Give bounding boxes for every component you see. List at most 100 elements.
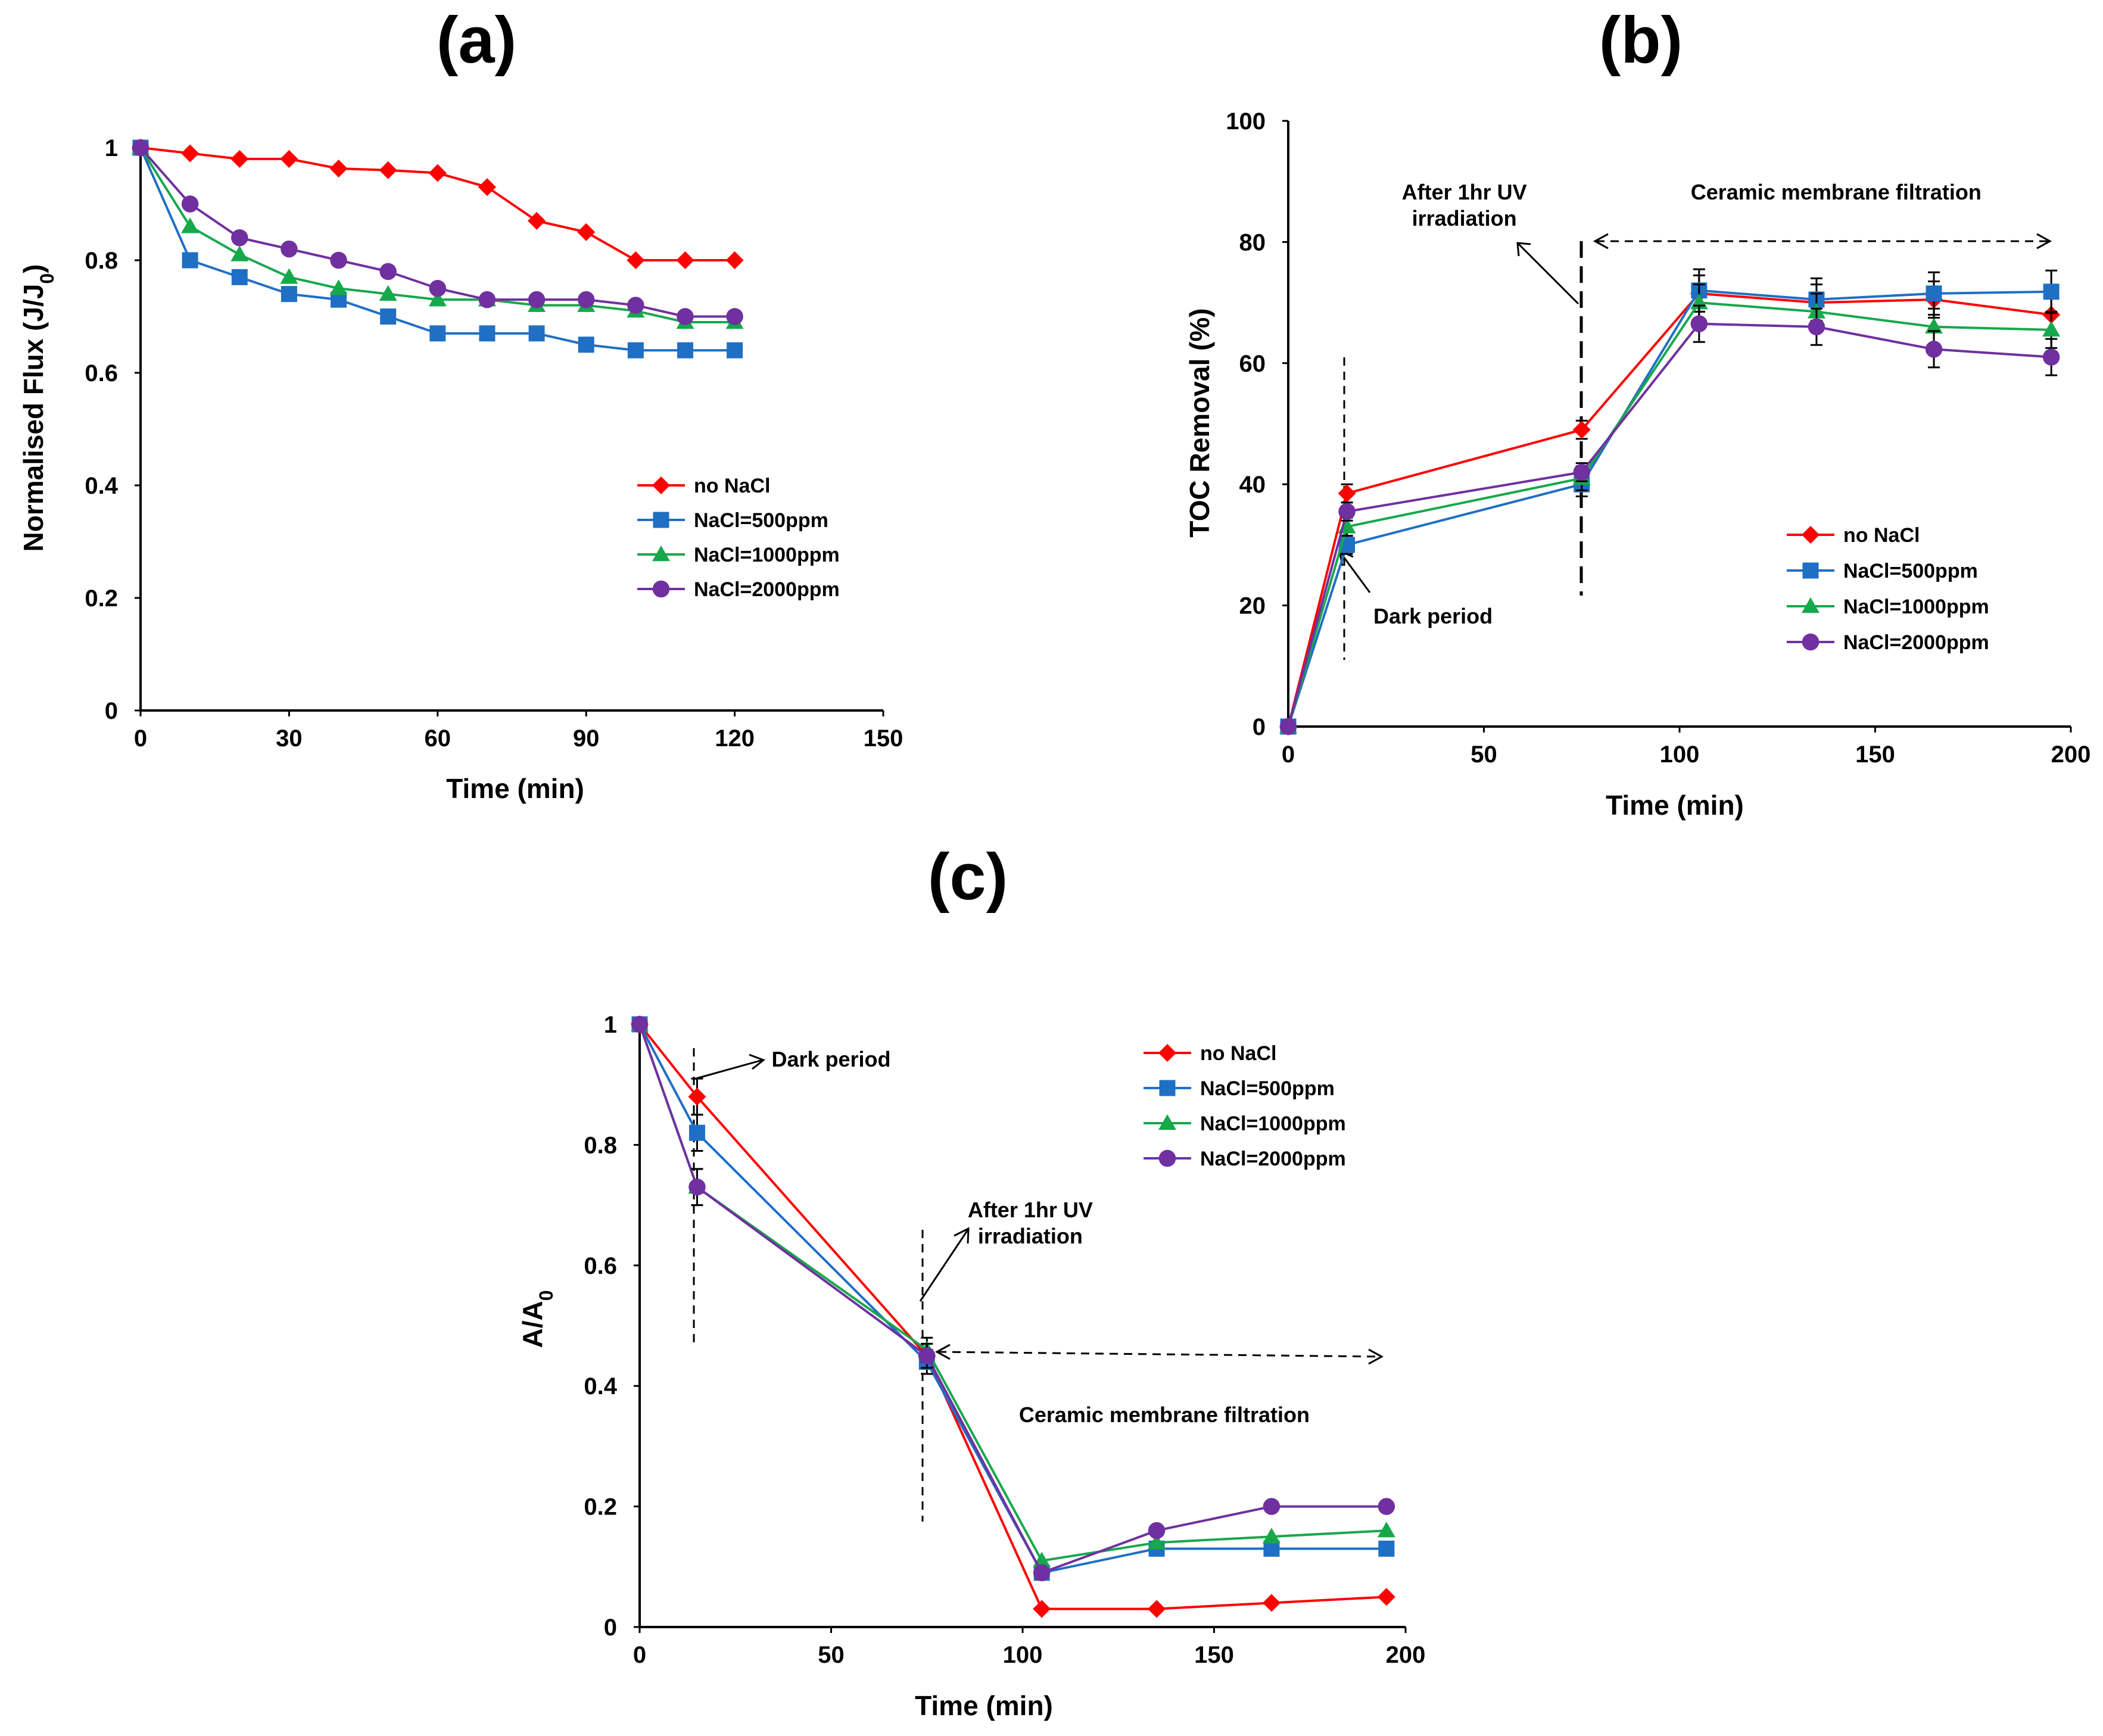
y-axis-title-a-tail: ) <box>18 264 49 273</box>
data-point <box>2043 283 2060 300</box>
data-point <box>230 245 249 261</box>
legend-item-nacl-2000ppm: NaCl=2000ppm <box>637 578 840 601</box>
legend-label: NaCl=2000ppm <box>1200 1148 1346 1170</box>
legend-item-nacl-500ppm: NaCl=500ppm <box>637 509 828 532</box>
y-tick-label: 1 <box>604 1012 617 1038</box>
data-point <box>1262 1528 1281 1544</box>
y-tick-label: 20 <box>1239 593 1266 619</box>
x-axis-title-b: Time (min) <box>1606 790 1744 821</box>
x-tick-label: 50 <box>818 1642 845 1668</box>
y-tick-label: 0.2 <box>85 585 118 612</box>
legend-label: no NaCl <box>1200 1042 1276 1065</box>
x-axis-title-a: Time (min) <box>446 773 584 804</box>
y-axis-title-c: A/A0 <box>517 1290 557 1348</box>
legend-swatch-marker <box>1158 1044 1176 1062</box>
data-point <box>688 1178 706 1196</box>
legend-item-no-nacl: no NaCl <box>637 475 770 497</box>
data-point <box>688 1124 705 1141</box>
legend-item-nacl-2000ppm: NaCl=2000ppm <box>1787 631 1989 654</box>
data-point <box>379 285 397 301</box>
data-point <box>428 291 447 307</box>
uv-arrow-c <box>919 1229 969 1302</box>
legend-swatch-marker <box>652 580 670 598</box>
legend-swatch-marker <box>1802 562 1819 579</box>
y-tick-label: 80 <box>1239 229 1266 255</box>
chart-c: (c) 0 50 100 150 200 0 0.2 0.4 0.6 0.8 1 Dark peri… <box>517 840 1425 1721</box>
data-point <box>1377 1522 1395 1538</box>
data-point <box>1378 1498 1395 1515</box>
annotation: Dark period <box>1373 604 1493 628</box>
legend-swatch-marker <box>653 512 669 528</box>
series-no-nacl-a <box>132 139 744 269</box>
x-tick-label: 0 <box>134 725 147 752</box>
data-point <box>1033 1600 1051 1618</box>
data-point <box>688 1087 706 1106</box>
y-tick-label: 0.4 <box>85 473 118 499</box>
chart-a: (a) 0 30 60 90 120 150 0 0.2 0.4 0.6 0.8 1 Time (mi… <box>18 4 903 804</box>
x-tick-label: 30 <box>276 725 303 752</box>
data-point <box>1926 285 1942 302</box>
data-point <box>329 159 348 177</box>
data-point <box>181 217 200 233</box>
data-point <box>577 291 595 308</box>
arrowhead-right-b <box>2036 233 2052 250</box>
legend-swatch-marker <box>652 476 670 494</box>
dark-arrowhead-c <box>749 1054 766 1070</box>
x-tick-label: 0 <box>1282 741 1295 768</box>
data-point <box>1279 718 1297 735</box>
data-point <box>627 342 644 359</box>
data-point <box>1148 1534 1166 1550</box>
uv-arrow-b <box>1518 243 1579 305</box>
series-line <box>638 1024 1387 1562</box>
data-point <box>1925 341 1943 358</box>
annotation: Ceramic membrane filtration <box>1019 1402 1310 1427</box>
y-tick-label: 0 <box>1253 714 1266 740</box>
legend-label: NaCl=1000ppm <box>694 544 840 566</box>
data-point <box>479 325 496 342</box>
legend-item-nacl-1000ppm: NaCl=1000ppm <box>637 544 840 566</box>
series-line <box>1287 301 2052 727</box>
series-nacl-2000ppm-b <box>1279 304 2060 735</box>
y-tick-label: 0 <box>105 698 118 724</box>
legend-item-nacl-1000ppm: NaCl=1000ppm <box>1144 1112 1346 1135</box>
data-point <box>918 1347 936 1364</box>
arrowhead-left-c <box>934 1344 951 1360</box>
data-point <box>725 251 744 269</box>
data-point <box>132 139 149 157</box>
data-point <box>281 240 298 258</box>
legend-label: NaCl=500ppm <box>1200 1077 1335 1100</box>
legend-label: no NaCl <box>694 475 770 497</box>
annotation-line: Dark period <box>1373 604 1493 628</box>
annotation: After 1hr UV irradiation <box>968 1198 1093 1248</box>
data-point <box>1148 1522 1166 1539</box>
y-tick-label: 0.8 <box>584 1132 617 1158</box>
data-point <box>380 308 397 325</box>
legend-label: NaCl=500ppm <box>694 509 828 532</box>
annotation-line: irradiation <box>978 1224 1083 1248</box>
data-point <box>428 164 447 182</box>
data-point <box>1378 1540 1395 1557</box>
legend-label: no NaCl <box>1843 524 1920 547</box>
legend-item-no-nacl: no NaCl <box>1787 524 1920 547</box>
data-point <box>1808 318 1825 336</box>
legend-swatch-marker <box>1802 633 1820 651</box>
data-point <box>429 280 447 297</box>
data-point <box>1033 1564 1051 1582</box>
legend-swatch-marker <box>1158 1149 1176 1167</box>
series-nacl-2000ppm-c <box>631 1015 1395 1582</box>
filtration-range-c <box>937 1351 1382 1358</box>
data-point <box>379 161 397 179</box>
y-tick-label: 60 <box>1239 351 1266 377</box>
x-tick-label: 90 <box>573 725 600 752</box>
y-tick-label: 0.6 <box>85 360 118 387</box>
y-axis-title-a-main: Normalised Flux (J/J <box>18 284 49 552</box>
data-point <box>726 308 743 325</box>
data-point <box>2042 348 2060 366</box>
series-nacl-2000ppm-a <box>132 139 743 325</box>
data-point <box>181 195 199 213</box>
legend-label: NaCl=1000ppm <box>1200 1112 1346 1135</box>
annotation: Dark period <box>771 1047 890 1071</box>
y-tick-label: 0.2 <box>584 1494 617 1520</box>
data-point <box>281 286 297 303</box>
data-point <box>1572 420 1591 439</box>
